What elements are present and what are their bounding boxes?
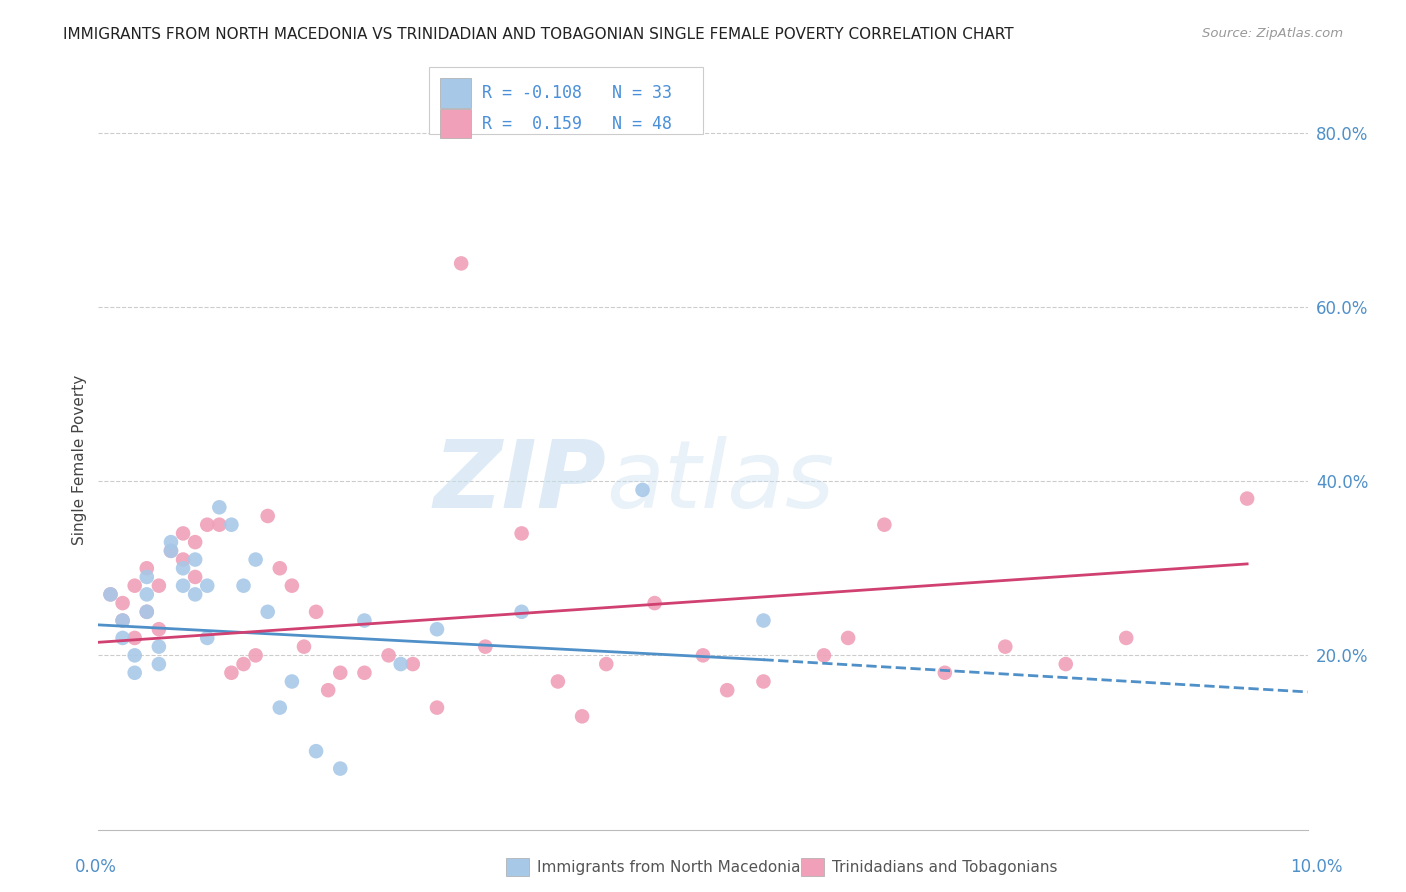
Point [135,570,157,584]
Point [172,561,194,575]
Point [994,640,1017,654]
Point [184,570,207,584]
Point [148,579,170,593]
Point [245,552,267,566]
Point [269,561,291,575]
Point [160,544,183,558]
Point [195,631,218,645]
Point [1236,491,1258,506]
Point [316,683,339,698]
Point [571,709,593,723]
Point [426,700,449,714]
Y-axis label: Single Female Poverty: Single Female Poverty [72,375,87,544]
Point [377,648,399,663]
Point [256,508,278,523]
Text: R =  0.159   N = 48: R = 0.159 N = 48 [482,114,672,133]
Point [135,561,157,575]
Point [232,579,254,593]
Text: Trinidadians and Tobagonians: Trinidadians and Tobagonians [832,860,1057,874]
Point [208,517,231,532]
Point [1115,631,1137,645]
Point [111,596,134,610]
Point [221,665,243,680]
Point [172,526,194,541]
Point [353,665,375,680]
Point [208,500,231,515]
Point [305,744,328,758]
Point [813,648,835,663]
Point [160,535,183,549]
Text: ZIP: ZIP [433,435,606,527]
Point [256,605,278,619]
Point [184,587,207,601]
Point [100,587,122,601]
Point [172,579,194,593]
Point [221,517,243,532]
Point [232,657,254,671]
Point [474,640,496,654]
Point [752,674,775,689]
Point [402,657,425,671]
Point [245,648,267,663]
Point [281,579,304,593]
Point [305,605,328,619]
Point [873,517,896,532]
Text: Immigrants from North Macedonia: Immigrants from North Macedonia [537,860,800,874]
Point [631,483,654,497]
Text: 0.0%: 0.0% [75,858,117,876]
Point [329,762,352,776]
Point [124,579,146,593]
Text: Source: ZipAtlas.com: Source: ZipAtlas.com [1202,27,1343,40]
Point [837,631,859,645]
Point [389,657,412,671]
Point [100,587,122,601]
Point [135,605,157,619]
Point [450,256,472,270]
Point [124,665,146,680]
Point [135,605,157,619]
Point [124,648,146,663]
Point [292,640,315,654]
Point [595,657,617,671]
Point [195,579,218,593]
Point [172,552,194,566]
Point [752,614,775,628]
Point [111,614,134,628]
Point [148,622,170,636]
Point [281,674,304,689]
Point [716,683,738,698]
Point [329,665,352,680]
Text: 10.0%: 10.0% [1289,858,1343,876]
Point [135,587,157,601]
Text: atlas: atlas [606,436,835,527]
Point [353,614,375,628]
Point [111,631,134,645]
Point [148,657,170,671]
Point [269,700,291,714]
Point [184,535,207,549]
Point [184,552,207,566]
Point [510,526,533,541]
Point [148,640,170,654]
Point [160,544,183,558]
Point [644,596,666,610]
Point [934,665,956,680]
Point [1054,657,1077,671]
Point [547,674,569,689]
Point [510,605,533,619]
Point [111,614,134,628]
Point [195,517,218,532]
Point [692,648,714,663]
Text: IMMIGRANTS FROM NORTH MACEDONIA VS TRINIDADIAN AND TOBAGONIAN SINGLE FEMALE POVE: IMMIGRANTS FROM NORTH MACEDONIA VS TRINI… [63,27,1014,42]
Text: R = -0.108   N = 33: R = -0.108 N = 33 [482,84,672,103]
Point [426,622,449,636]
Point [124,631,146,645]
